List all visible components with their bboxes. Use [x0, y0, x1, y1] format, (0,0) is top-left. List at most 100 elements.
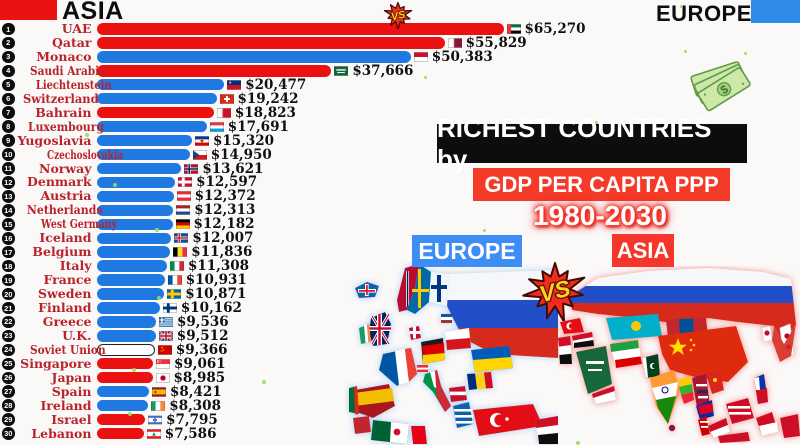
value-label: $12,372 [194, 188, 256, 205]
rank-badge: 22 [2, 315, 15, 329]
value-bar [96, 232, 172, 244]
chart-row: 3 Monaco $50,383 [2, 48, 493, 65]
value-label: $8,308 [169, 397, 221, 414]
value-bar [96, 344, 155, 356]
value-label: $7,586 [164, 425, 217, 442]
chart-row: 12 Denmark $12,597 [2, 174, 258, 191]
value-bar [96, 65, 332, 77]
europe-legend-swatch [751, 0, 800, 23]
rank-badge: 1 [2, 22, 15, 36]
liechtenstein-flag-icon [227, 80, 242, 90]
chart-row: 7 Bahrain $18,823 [2, 105, 296, 121]
value-bar [96, 134, 192, 147]
country-label: Soviet Union [29, 341, 106, 357]
value-bar [96, 385, 149, 398]
rank-badge: 9 [2, 134, 15, 147]
title-line-1: RICHEST COUNTRIES by [437, 113, 747, 174]
value-label: $10,931 [185, 272, 247, 289]
value-label: $65,270 [524, 21, 586, 37]
country-label: Norway [39, 160, 92, 176]
country-label: Qatar [52, 34, 92, 50]
chart-row: 30 Lebanon $7,586 [2, 425, 217, 442]
value-label: $9,061 [174, 355, 226, 372]
uk-flag-icon [158, 330, 173, 341]
chart-row: 23 U.K. $9,512 [2, 327, 228, 344]
value-label: $17,691 [227, 118, 289, 135]
sparkle-dot [262, 380, 266, 384]
chart-row: 29 Israel $7,795 [2, 411, 218, 428]
chart-row: 21 Finland $10,162 [2, 300, 242, 316]
greece-flag-icon [159, 317, 173, 327]
value-label: $12,597 [196, 174, 258, 191]
rank-badge: 27 [2, 385, 15, 398]
value-bar [96, 120, 207, 133]
europe-header-label: EUROPE [656, 1, 752, 26]
value-bar [96, 190, 174, 203]
chart-row: 27 Spain $8,421 [2, 384, 222, 400]
sparkle-dot [85, 133, 89, 137]
rank-badge: 8 [2, 120, 15, 133]
country-label: U.K. [62, 327, 92, 343]
rank-badge: 13 [2, 190, 15, 203]
west_germany-flag-icon [175, 219, 190, 229]
europe-map-label-text: EUROPE [418, 237, 516, 264]
chart-row: 28 Ireland $8,308 [2, 397, 221, 414]
spain-flag-icon [152, 387, 166, 397]
sparkle-dot [483, 229, 486, 232]
chart-row: 17 Belgium $11,836 [2, 244, 252, 260]
value-bar [96, 274, 165, 286]
rank-badge: 16 [2, 232, 15, 245]
value-label: $11,308 [188, 258, 250, 275]
country-label: Belgium [32, 244, 92, 260]
czechoslovakia-flag-icon [192, 149, 207, 160]
rank-badge: 14 [2, 204, 15, 217]
value-bar [96, 330, 156, 342]
country-label: Italy [59, 258, 92, 274]
value-bar [96, 162, 182, 175]
value-label: $8,985 [173, 369, 226, 386]
value-label: $19,242 [237, 90, 299, 107]
israel-flag-icon [148, 414, 163, 425]
monaco-flag-icon [413, 52, 428, 62]
rank-badge: 19 [2, 273, 15, 287]
ireland-flag-icon [151, 400, 166, 411]
rank-badge: 11 [2, 162, 15, 175]
chart-row: 26 Japan $8,985 [2, 369, 226, 386]
sparkle-dot [132, 368, 136, 372]
country-label: Monaco [36, 48, 92, 64]
country-label: Czechoslovakia [46, 146, 123, 162]
value-bar [96, 23, 504, 35]
country-label: Greece [42, 313, 92, 329]
switzerland-flag-icon [219, 94, 234, 104]
sparkle-dot [680, 5, 683, 8]
rank-badge: 29 [2, 413, 15, 426]
rank-badge: 25 [2, 357, 15, 371]
value-bar [96, 176, 176, 189]
belgium-flag-icon [173, 247, 188, 257]
country-label: Liechtenstein [35, 76, 112, 92]
country-label: Netherlands [26, 202, 102, 218]
country-label: Yugoslavia [17, 132, 92, 148]
rank-badge: 3 [2, 50, 15, 64]
chart-row: 25 Singapore $9,061 [2, 355, 226, 372]
country-label: Austria [40, 188, 92, 204]
netherlands-flag-icon [176, 205, 191, 216]
value-label: $7,795 [166, 411, 218, 428]
sparkle-dot [128, 412, 132, 416]
value-label: $12,007 [192, 230, 254, 247]
denmark-flag-icon [178, 177, 193, 188]
value-bar [96, 413, 146, 426]
asia-map-label: ASIA [612, 234, 674, 267]
chart-row: 18 Italy $11,308 [2, 258, 250, 275]
italy-flag-icon [170, 261, 184, 271]
norway-flag-icon [184, 163, 199, 174]
asia-map-label-text: ASIA [616, 237, 670, 263]
sparkle-dot [595, 121, 598, 124]
value-label: $12,182 [193, 216, 255, 233]
europe-flag-map-image [349, 264, 558, 444]
value-label: $14,950 [210, 146, 272, 163]
finland-flag-icon [162, 303, 177, 313]
japan-flag-icon [155, 373, 170, 383]
singapore-flag-icon [156, 359, 170, 369]
rank-badge: 20 [2, 287, 15, 301]
